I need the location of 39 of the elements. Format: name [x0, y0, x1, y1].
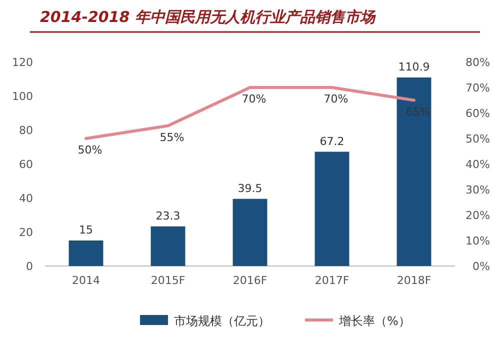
x-tick-label: 2018F — [396, 274, 432, 287]
y-tick-label: 120 — [12, 56, 33, 69]
x-tick-label: 2016F — [232, 274, 268, 287]
y2-tick-label: 30% — [466, 184, 490, 196]
y2-tick-label: 20% — [466, 209, 490, 222]
y-tick-label: 80 — [19, 124, 33, 137]
y-tick-label: 60 — [19, 158, 33, 171]
data-label: 110.9 — [398, 60, 430, 74]
bar — [68, 240, 104, 266]
legend-label: 市场规模（亿元） — [174, 314, 270, 328]
y2-tick-label: 50% — [466, 132, 490, 146]
y-tick-label: 0 — [26, 260, 33, 273]
bar — [396, 77, 432, 266]
data-label: 70% — [324, 92, 348, 106]
data-label: 50% — [78, 144, 102, 156]
y2-tick-label: 10% — [466, 234, 490, 248]
bar — [232, 198, 268, 266]
data-label: 55% — [160, 130, 184, 144]
x-tick-label: 2017F — [314, 274, 350, 287]
data-label: 39.5 — [238, 182, 262, 195]
x-tick-label: 2015F — [150, 274, 186, 287]
data-label: 67.2 — [320, 134, 344, 148]
y-tick-label: 40 — [19, 192, 33, 205]
legend-label: 增长率（%） — [338, 314, 410, 328]
y2-tick-label: 60% — [466, 107, 490, 120]
y2-tick-label: 70% — [466, 82, 490, 94]
data-label: 70% — [242, 92, 266, 106]
y2-tick-label: 40% — [466, 158, 490, 171]
data-label: 23.3 — [156, 209, 180, 222]
bar — [314, 152, 350, 266]
data-label: 65% — [406, 105, 430, 118]
y2-tick-label: 80% — [466, 56, 490, 69]
title: 2014-2018 年中国民用无人机行业产品销售市场 — [40, 8, 375, 26]
x-tick-label: 2014 — [72, 274, 100, 287]
data-label: 15 — [79, 224, 93, 236]
y2-tick-label: 0% — [472, 260, 490, 273]
bar — [150, 226, 186, 266]
y-tick-label: 100 — [12, 90, 33, 103]
y-tick-label: 20 — [19, 226, 33, 239]
